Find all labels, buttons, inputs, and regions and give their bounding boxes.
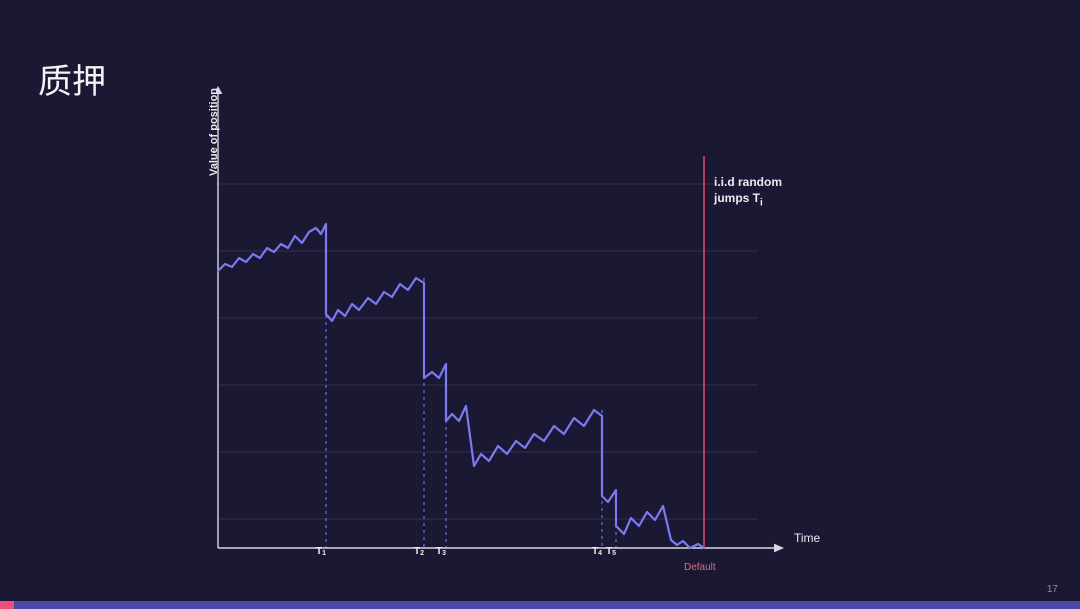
bottom-bar (0, 601, 1080, 609)
page-number: 17 (1047, 584, 1058, 595)
default-label: Default (684, 562, 716, 573)
tick-label: T2 (414, 546, 424, 557)
y-axis-label: Value of position (208, 88, 220, 176)
value-position-chart: Value of position Time i.i.d random jump… (216, 86, 876, 588)
slide-title: 质押 (38, 54, 106, 103)
bottom-bar-main (14, 601, 1080, 609)
annotation-line2: jumps T (714, 191, 760, 205)
slide: 质押 Value of position Time i.i.d random j… (0, 0, 1080, 609)
annotation-line1: i.i.d random (714, 175, 782, 189)
x-axis-label: Time (794, 531, 820, 545)
annotation-text: i.i.d random jumps Ti (714, 174, 782, 210)
bottom-bar-accent (0, 601, 14, 609)
chart-svg (216, 86, 876, 568)
tick-label: T1 (316, 546, 326, 557)
annotation-sub: i (760, 198, 763, 209)
tick-label: T4 (592, 546, 602, 557)
tick-label: T5 (606, 546, 616, 557)
tick-label: T3 (436, 546, 446, 557)
